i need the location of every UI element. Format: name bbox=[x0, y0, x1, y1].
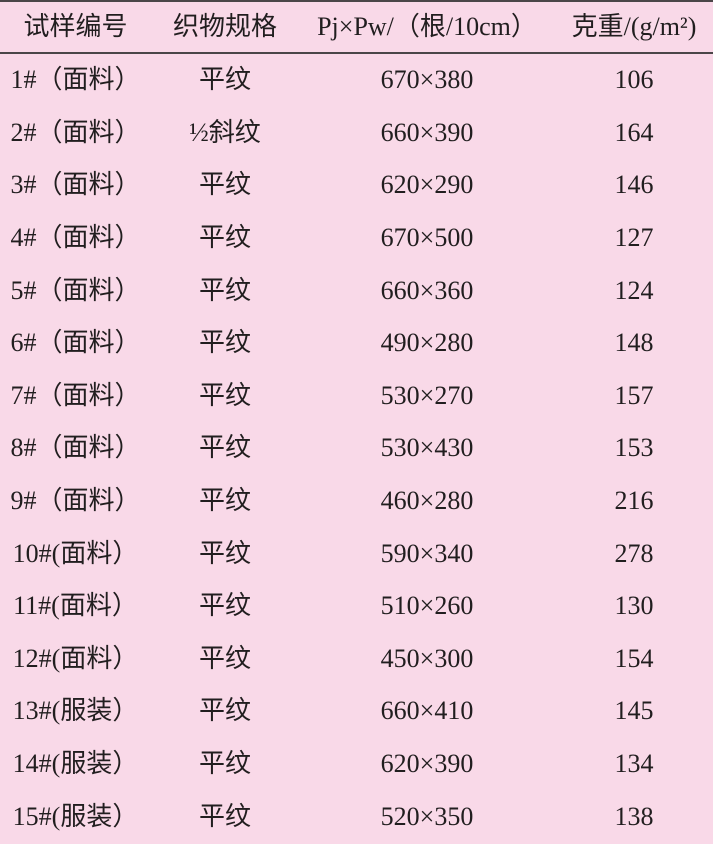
cell-sample-id: 5#（面料） bbox=[10, 275, 141, 305]
column-header-sample-id: 试样编号 bbox=[0, 1, 151, 54]
cell-weave-type: ½斜纹 bbox=[189, 117, 261, 147]
cell-density: 510×260 bbox=[380, 591, 474, 621]
cell-density: 620×390 bbox=[380, 749, 474, 779]
cell-weight: 127 bbox=[614, 223, 654, 253]
column-header-weave-type: 织物规格 bbox=[151, 1, 299, 54]
table-row: 14#(服装） 平纹 620×390 134 bbox=[0, 738, 713, 791]
cell-weight: 157 bbox=[614, 380, 654, 410]
cell-density: 530×430 bbox=[380, 433, 474, 463]
cell-density: 490×280 bbox=[380, 328, 474, 358]
cell-weight: 130 bbox=[614, 591, 654, 621]
cell-sample-id: 11#(面料） bbox=[13, 591, 138, 621]
cell-weave-type: 平纹 bbox=[198, 65, 251, 95]
header-row: 试样编号 织物规格 Pj×Pw/（根/10cm） 克重/(g/m²) bbox=[0, 1, 713, 54]
cell-weave-type: 平纹 bbox=[198, 275, 251, 305]
cell-sample-id: 2#（面料） bbox=[10, 117, 141, 147]
cell-sample-id: 1#（面料） bbox=[10, 65, 141, 95]
table-body: 1#（面料） 平纹 670×380 106 2#（面料） ½斜纹 660×390 164 3#（… bbox=[0, 53, 713, 843]
table-row: 8#（面料） 平纹 530×430 153 bbox=[0, 422, 713, 475]
column-header-weight: 克重/(g/m²) bbox=[555, 1, 713, 54]
cell-weight: 145 bbox=[614, 696, 654, 726]
cell-sample-id: 6#（面料） bbox=[10, 328, 141, 358]
cell-density: 460×280 bbox=[380, 486, 474, 516]
cell-weave-type: 平纹 bbox=[198, 538, 251, 568]
table-row: 13#(服装） 平纹 660×410 145 bbox=[0, 685, 713, 738]
table-row: 3#（面料） 平纹 620×290 146 bbox=[0, 159, 713, 212]
column-header-density: Pj×Pw/（根/10cm） bbox=[299, 1, 555, 54]
cell-density: 620×290 bbox=[380, 170, 474, 200]
cell-density: 590×340 bbox=[380, 538, 474, 568]
cell-density: 660×390 bbox=[380, 117, 474, 147]
table-row: 12#(面料） 平纹 450×300 154 bbox=[0, 633, 713, 686]
cell-density: 670×500 bbox=[380, 223, 474, 253]
cell-weave-type: 平纹 bbox=[198, 801, 251, 831]
cell-weave-type: 平纹 bbox=[198, 328, 251, 358]
cell-weave-type: 平纹 bbox=[198, 380, 251, 410]
cell-weave-type: 平纹 bbox=[198, 433, 251, 463]
cell-weight: 154 bbox=[614, 643, 654, 673]
cell-weave-type: 平纹 bbox=[198, 170, 251, 200]
table-row: 6#（面料） 平纹 490×280 148 bbox=[0, 317, 713, 370]
cell-density: 660×360 bbox=[380, 275, 474, 305]
cell-sample-id: 10#(面料） bbox=[12, 538, 139, 568]
table-row: 4#（面料） 平纹 670×500 127 bbox=[0, 212, 713, 265]
cell-sample-id: 12#(面料） bbox=[12, 643, 139, 673]
cell-weight: 164 bbox=[614, 117, 654, 147]
table-row: 7#（面料） 平纹 530×270 157 bbox=[0, 370, 713, 423]
cell-density: 530×270 bbox=[380, 380, 474, 410]
cell-density: 520×350 bbox=[380, 801, 474, 831]
table-row: 2#（面料） ½斜纹 660×390 164 bbox=[0, 107, 713, 160]
cell-weight: 138 bbox=[614, 801, 654, 831]
cell-weight: 146 bbox=[614, 170, 654, 200]
cell-sample-id: 15#(服装） bbox=[12, 801, 139, 831]
cell-sample-id: 13#(服装） bbox=[12, 696, 139, 726]
cell-sample-id: 7#（面料） bbox=[10, 380, 141, 410]
cell-weight: 106 bbox=[614, 65, 654, 95]
cell-weight: 148 bbox=[614, 328, 654, 358]
cell-sample-id: 4#（面料） bbox=[10, 223, 141, 253]
cell-density: 450×300 bbox=[380, 643, 474, 673]
cell-density: 670×380 bbox=[380, 65, 474, 95]
cell-density: 660×410 bbox=[380, 696, 474, 726]
cell-weave-type: 平纹 bbox=[198, 696, 251, 726]
cell-weight: 278 bbox=[614, 538, 654, 568]
cell-weave-type: 平纹 bbox=[198, 223, 251, 253]
cell-weave-type: 平纹 bbox=[198, 643, 251, 673]
cell-weave-type: 平纹 bbox=[198, 749, 251, 779]
cell-weave-type: 平纹 bbox=[198, 591, 251, 621]
cell-sample-id: 8#（面料） bbox=[10, 433, 141, 463]
table-row: 10#(面料） 平纹 590×340 278 bbox=[0, 527, 713, 580]
cell-weight: 124 bbox=[614, 275, 654, 305]
cell-sample-id: 14#(服装） bbox=[12, 749, 139, 779]
cell-sample-id: 9#（面料） bbox=[10, 486, 141, 516]
table-row: 5#（面料） 平纹 660×360 124 bbox=[0, 264, 713, 317]
cell-weight: 134 bbox=[614, 749, 654, 779]
cell-weave-type: 平纹 bbox=[198, 486, 251, 516]
table-row: 15#(服装） 平纹 520×350 138 bbox=[0, 790, 713, 843]
table-row: 11#(面料） 平纹 510×260 130 bbox=[0, 580, 713, 633]
cell-weight: 153 bbox=[614, 433, 654, 463]
cell-weight: 216 bbox=[614, 486, 654, 516]
cell-sample-id: 3#（面料） bbox=[10, 170, 141, 200]
table-row: 1#（面料） 平纹 670×380 106 bbox=[0, 53, 713, 107]
table-row: 9#（面料） 平纹 460×280 216 bbox=[0, 475, 713, 528]
table-header: 试样编号 织物规格 Pj×Pw/（根/10cm） 克重/(g/m²) bbox=[0, 1, 713, 54]
